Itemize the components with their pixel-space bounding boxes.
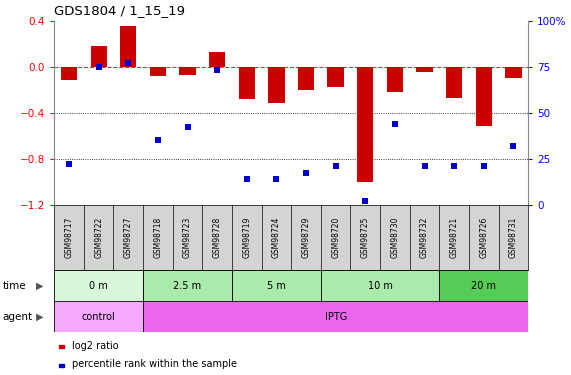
Bar — [268, 67, 284, 104]
Text: time: time — [3, 281, 26, 291]
Text: GSM98724: GSM98724 — [272, 217, 281, 258]
Text: 5 m: 5 m — [267, 281, 286, 291]
Text: 10 m: 10 m — [368, 281, 392, 291]
Text: GSM98728: GSM98728 — [212, 217, 222, 258]
Text: ▶: ▶ — [36, 312, 43, 321]
Bar — [143, 301, 528, 332]
Bar — [143, 270, 232, 301]
Bar — [328, 67, 344, 87]
Text: agent: agent — [3, 312, 33, 321]
Bar — [54, 270, 143, 301]
Bar — [59, 345, 65, 348]
Text: GSM98729: GSM98729 — [301, 217, 311, 258]
Text: GSM98731: GSM98731 — [509, 217, 518, 258]
Bar — [59, 364, 65, 367]
Text: GSM98732: GSM98732 — [420, 217, 429, 258]
Text: ▶: ▶ — [36, 281, 43, 291]
Text: GSM98720: GSM98720 — [331, 217, 340, 258]
Text: GDS1804 / 1_15_19: GDS1804 / 1_15_19 — [54, 4, 185, 17]
Text: GSM98730: GSM98730 — [391, 217, 399, 258]
Bar — [239, 67, 255, 99]
Text: GSM98718: GSM98718 — [154, 217, 162, 258]
Bar — [179, 67, 196, 75]
Text: GSM98721: GSM98721 — [449, 217, 459, 258]
Bar — [150, 67, 166, 76]
Text: control: control — [82, 312, 115, 321]
Bar — [91, 46, 107, 67]
Bar — [54, 301, 143, 332]
Text: 0 m: 0 m — [89, 281, 108, 291]
Text: 2.5 m: 2.5 m — [174, 281, 202, 291]
Bar — [476, 67, 492, 126]
Text: log2 ratio: log2 ratio — [71, 340, 118, 351]
Text: GSM98727: GSM98727 — [124, 217, 133, 258]
Bar — [357, 67, 373, 182]
Text: GSM98723: GSM98723 — [183, 217, 192, 258]
Bar — [439, 270, 528, 301]
Bar — [298, 67, 314, 90]
Text: percentile rank within the sample: percentile rank within the sample — [71, 359, 236, 369]
Text: GSM98725: GSM98725 — [361, 217, 370, 258]
Bar — [61, 67, 77, 81]
Bar — [387, 67, 403, 92]
Bar — [505, 67, 521, 78]
Bar — [416, 67, 433, 72]
Text: IPTG: IPTG — [324, 312, 347, 321]
Bar — [209, 52, 226, 67]
Bar — [446, 67, 463, 98]
Text: GSM98726: GSM98726 — [479, 217, 488, 258]
Text: GSM98722: GSM98722 — [94, 217, 103, 258]
Bar — [321, 270, 439, 301]
Text: 20 m: 20 m — [471, 281, 496, 291]
Text: GSM98717: GSM98717 — [65, 217, 74, 258]
Text: GSM98719: GSM98719 — [242, 217, 251, 258]
Bar — [232, 270, 321, 301]
Bar — [120, 26, 136, 67]
